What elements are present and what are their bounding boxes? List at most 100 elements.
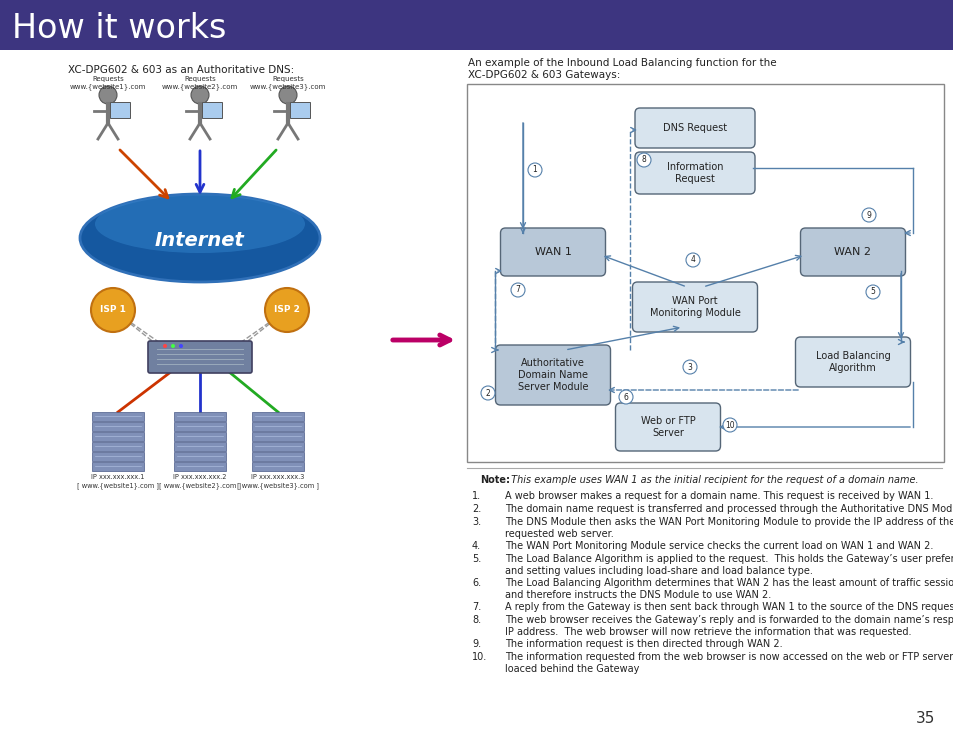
Circle shape [637,153,650,167]
Circle shape [480,386,495,400]
Text: The Load Balancing Algorithm determines that WAN 2 has the least amount of traff: The Load Balancing Algorithm determines … [504,578,953,599]
Text: 7: 7 [515,286,520,294]
Text: ISP 1: ISP 1 [100,306,126,314]
Text: The domain name request is transferred and processed through the Authoritative D: The domain name request is transferred a… [504,504,953,514]
Text: XC-DPG602 & 603 Gateways:: XC-DPG602 & 603 Gateways: [468,70,619,80]
Text: WAN 2: WAN 2 [834,247,871,257]
FancyBboxPatch shape [148,341,252,373]
Text: Information
Request: Information Request [666,162,722,184]
FancyBboxPatch shape [173,412,226,421]
Circle shape [163,344,167,348]
Text: Load Balancing
Algorithm: Load Balancing Algorithm [815,351,889,373]
FancyBboxPatch shape [173,452,226,461]
Text: A reply from the Gateway is then sent back through WAN 1 to the source of the DN: A reply from the Gateway is then sent ba… [504,602,953,612]
Text: How it works: How it works [12,12,226,44]
Text: The information requested from the web browser is now accessed on the web or FTP: The information requested from the web b… [504,652,952,674]
Text: 5: 5 [870,288,875,297]
FancyBboxPatch shape [91,442,144,451]
Text: www.{website1}.com: www.{website1}.com [70,83,146,90]
Text: 2.: 2. [472,504,480,514]
Text: 9: 9 [865,210,870,219]
FancyBboxPatch shape [635,108,754,148]
Text: Requests: Requests [272,76,304,82]
FancyBboxPatch shape [800,228,904,276]
Text: XC-DPG602 & 603 as an Authoritative DNS:: XC-DPG602 & 603 as an Authoritative DNS: [68,65,294,75]
FancyBboxPatch shape [500,228,605,276]
Text: 35: 35 [915,711,934,726]
FancyBboxPatch shape [632,282,757,332]
Text: 1.: 1. [472,491,480,501]
FancyBboxPatch shape [290,102,310,118]
FancyBboxPatch shape [252,462,304,471]
Text: [ www.{website2}.com ]: [ www.{website2}.com ] [159,482,241,489]
FancyBboxPatch shape [0,0,953,50]
FancyBboxPatch shape [615,403,720,451]
FancyBboxPatch shape [252,442,304,451]
Text: [ www.{website1}.com ]: [ www.{website1}.com ] [77,482,159,489]
Text: 1: 1 [532,165,537,174]
Text: 8.: 8. [472,615,480,625]
Text: 7.: 7. [472,602,480,612]
Text: The Load Balance Algorithm is applied to the request.  This holds the Gateway’s : The Load Balance Algorithm is applied to… [504,554,953,576]
Text: 10.: 10. [472,652,487,662]
Circle shape [191,86,209,104]
FancyBboxPatch shape [252,412,304,421]
Text: The web browser receives the Gateway’s reply and is forwarded to the domain name: The web browser receives the Gateway’s r… [504,615,953,637]
FancyBboxPatch shape [795,337,909,387]
FancyBboxPatch shape [110,102,130,118]
Text: WAN 1: WAN 1 [534,247,571,257]
Text: WAN Port
Monitoring Module: WAN Port Monitoring Module [649,296,740,318]
FancyBboxPatch shape [91,462,144,471]
Text: 8: 8 [641,156,646,165]
Text: ISP 2: ISP 2 [274,306,299,314]
Text: The DNS Module then asks the WAN Port Monitoring Module to provide the IP addres: The DNS Module then asks the WAN Port Mo… [504,517,953,539]
Circle shape [527,163,541,177]
Text: The information request is then directed through WAN 2.: The information request is then directed… [504,639,781,649]
FancyBboxPatch shape [252,422,304,431]
Text: 3: 3 [687,362,692,371]
Text: Requests: Requests [92,76,124,82]
Text: 6: 6 [623,393,628,401]
FancyBboxPatch shape [91,452,144,461]
Text: Requests: Requests [184,76,215,82]
FancyBboxPatch shape [202,102,222,118]
FancyBboxPatch shape [91,432,144,441]
Circle shape [171,344,174,348]
Circle shape [91,288,135,332]
Circle shape [618,390,633,404]
Circle shape [99,86,117,104]
FancyBboxPatch shape [173,432,226,441]
FancyBboxPatch shape [252,452,304,461]
Text: www.{website3}.com: www.{website3}.com [250,83,326,90]
FancyBboxPatch shape [173,462,226,471]
FancyBboxPatch shape [635,152,754,194]
Text: An example of the Inbound Load Balancing function for the: An example of the Inbound Load Balancing… [468,58,776,68]
Circle shape [278,86,296,104]
Text: 9.: 9. [472,639,480,649]
Text: This example uses WAN 1 as the initial recipient for the request of a domain nam: This example uses WAN 1 as the initial r… [507,475,918,485]
Text: 2: 2 [485,388,490,398]
Text: Note:: Note: [479,475,510,485]
FancyBboxPatch shape [173,422,226,431]
Ellipse shape [80,194,319,282]
Circle shape [265,288,309,332]
FancyBboxPatch shape [495,345,610,405]
Circle shape [685,253,700,267]
FancyBboxPatch shape [91,412,144,421]
Text: The WAN Port Monitoring Module service checks the current load on WAN 1 and WAN : The WAN Port Monitoring Module service c… [504,541,932,551]
Text: [ www.{website3}.com ]: [ www.{website3}.com ] [236,482,318,489]
Circle shape [722,418,737,432]
Ellipse shape [95,195,305,253]
Text: 10: 10 [724,421,734,430]
Text: Internet: Internet [155,230,245,249]
FancyBboxPatch shape [173,442,226,451]
Text: 5.: 5. [472,554,480,564]
Text: IP xxx.xxx.xxx.3: IP xxx.xxx.xxx.3 [251,474,304,480]
Text: 4: 4 [690,255,695,264]
Circle shape [862,208,875,222]
Text: A web browser makes a request for a domain name. This request is received by WAN: A web browser makes a request for a doma… [504,491,932,501]
Text: 3.: 3. [472,517,480,527]
Circle shape [865,285,879,299]
Text: 6.: 6. [472,578,480,588]
Text: Web or FTP
Server: Web or FTP Server [640,416,695,438]
